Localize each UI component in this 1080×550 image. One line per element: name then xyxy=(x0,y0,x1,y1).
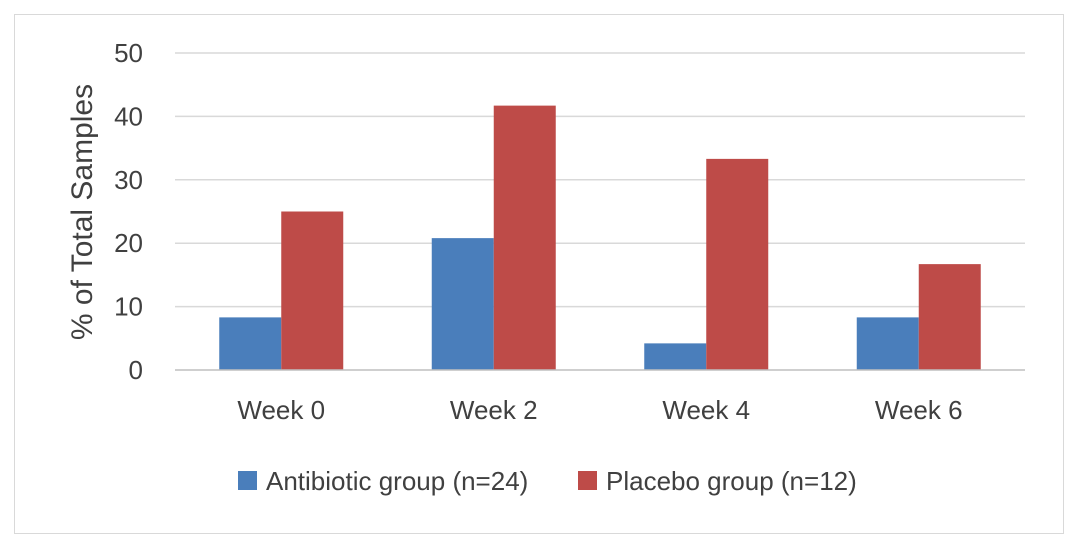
legend-swatch xyxy=(578,471,597,490)
x-axis-ticks: Week 0 Week 2 Week 4 Week 6 xyxy=(237,395,962,425)
x-tick-label: Week 0 xyxy=(237,395,325,425)
y-tick-label: 20 xyxy=(114,228,143,258)
bar-antibiotic-week-2 xyxy=(644,343,707,370)
x-tick-label: Week 6 xyxy=(875,395,963,425)
bar-placebo-week-1 xyxy=(493,105,556,370)
y-tick-label: 30 xyxy=(114,165,143,195)
legend-swatch xyxy=(238,471,257,490)
bars xyxy=(219,105,981,370)
y-tick-label: 40 xyxy=(114,101,143,131)
x-tick-label: Week 2 xyxy=(450,395,538,425)
bar-placebo-week-3 xyxy=(918,264,981,370)
y-tick-label: 0 xyxy=(129,355,143,385)
bar-antibiotic-week-0 xyxy=(219,317,282,370)
bar-placebo-week-0 xyxy=(281,211,344,370)
legend-label: Antibiotic group (n=24) xyxy=(266,466,528,496)
y-tick-label: 50 xyxy=(114,38,143,68)
x-tick-label: Week 4 xyxy=(662,395,750,425)
y-axis-ticks: 0 10 20 30 40 50 xyxy=(114,38,143,385)
bar-placebo-week-2 xyxy=(706,158,769,370)
bar-antibiotic-week-3 xyxy=(856,317,919,370)
y-axis-label: % of Total Samples xyxy=(66,84,99,340)
y-tick-label: 10 xyxy=(114,292,143,322)
bar-antibiotic-week-1 xyxy=(431,238,494,370)
legend-label: Placebo group (n=12) xyxy=(606,466,857,496)
legend: Antibiotic group (n=24) Placebo group (n=… xyxy=(238,466,857,496)
